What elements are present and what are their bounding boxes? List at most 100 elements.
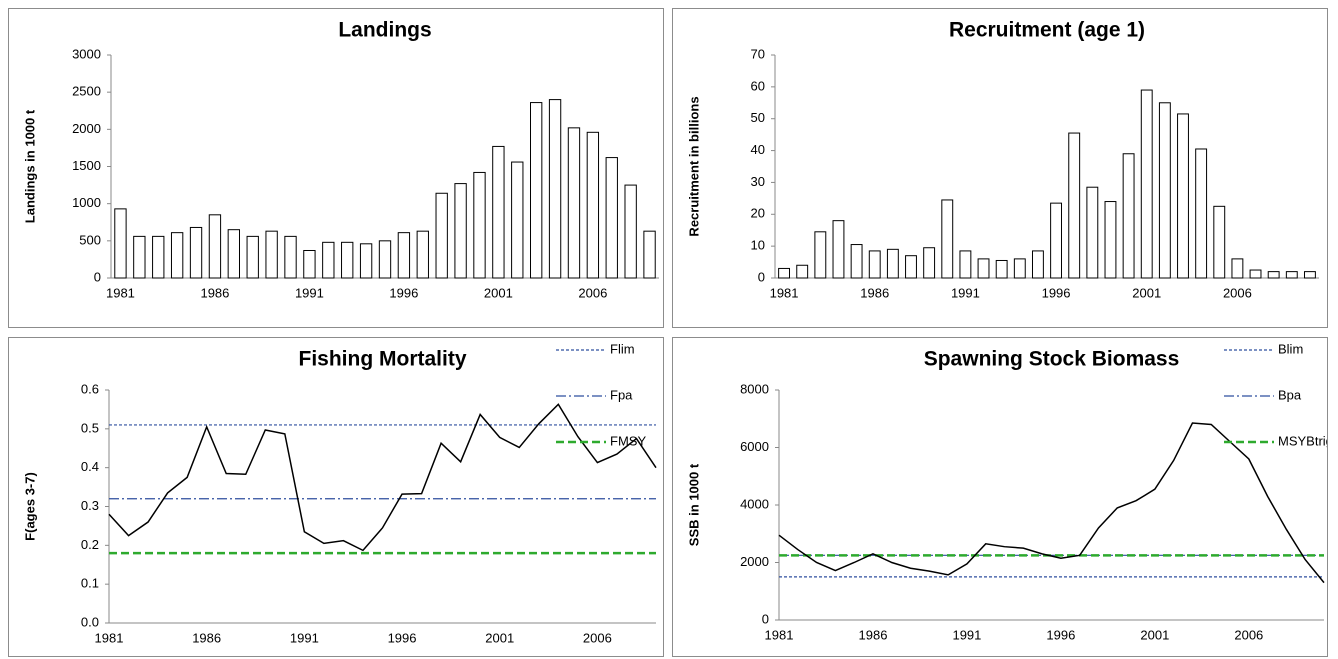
y-tick-label: 2500 (72, 84, 101, 99)
y-tick-label: 2000 (72, 121, 101, 136)
y-tick-label: 1500 (72, 158, 101, 173)
bar (492, 145, 505, 279)
x-tick-label: 2006 (1234, 627, 1263, 642)
bar (341, 241, 354, 279)
bar (548, 99, 562, 279)
bar (1068, 132, 1081, 279)
bar (586, 131, 600, 279)
x-tick-label: 1981 (765, 627, 794, 642)
bar (643, 230, 656, 279)
bar (284, 235, 297, 279)
bar (1122, 153, 1135, 279)
x-tick-label: 1986 (200, 285, 229, 300)
legend-label: Fpa (610, 387, 633, 402)
bar (378, 240, 392, 279)
bar (473, 171, 486, 279)
y-tick-label: 20 (751, 206, 765, 221)
y-tick-label: 2000 (740, 554, 769, 569)
bar (397, 232, 411, 279)
chart-title: Spawning Stock Biomass (924, 348, 1180, 371)
bar (530, 102, 543, 279)
y-tick-label: 8000 (740, 381, 769, 396)
bar (416, 230, 429, 279)
y-tick-label: 0.3 (81, 498, 99, 513)
bar (923, 247, 936, 279)
x-tick-label: 1981 (106, 285, 135, 300)
y-tick-label: 50 (751, 110, 765, 125)
bar (152, 235, 165, 279)
y-tick-label: 10 (751, 238, 765, 253)
x-tick-label: 2006 (1223, 285, 1252, 300)
bar (1267, 271, 1280, 279)
x-tick-label: 1996 (1046, 627, 1075, 642)
bar (1158, 102, 1171, 279)
bar (246, 235, 259, 279)
x-tick-label: 1981 (95, 630, 124, 645)
bar (1086, 186, 1099, 279)
chart-panel: Recruitment (age 1) Recruitment in billio… (672, 8, 1328, 328)
bar (778, 267, 791, 279)
y-tick-label: 0.2 (81, 537, 99, 552)
y-tick-label: 0.6 (81, 381, 99, 396)
y-axis-label: F(ages 3-7) (22, 472, 37, 541)
bar (959, 250, 972, 279)
y-tick-label: 3000 (72, 46, 101, 61)
x-tick-label: 1986 (860, 285, 889, 300)
y-tick-label: 0.4 (81, 459, 99, 474)
x-tick-label: 1986 (192, 630, 221, 645)
x-tick-label: 2001 (485, 630, 514, 645)
bar (832, 220, 845, 279)
bar (114, 208, 127, 279)
x-tick-label: 1996 (388, 630, 417, 645)
y-tick-label: 40 (751, 142, 765, 157)
bar (322, 241, 335, 279)
bar (850, 244, 863, 279)
y-tick-label: 4000 (740, 496, 769, 511)
bar (1213, 205, 1226, 279)
data-line (778, 422, 1325, 584)
y-tick-label: 70 (751, 46, 765, 61)
chart-title: Recruitment (age 1) (949, 19, 1145, 42)
bar (567, 127, 581, 279)
chart-panel: Landings Landings in 1000 t 0 500 1000 1500 20… (8, 8, 664, 328)
legend-label: Bpa (1278, 387, 1302, 402)
x-tick-label: 2001 (1140, 627, 1169, 642)
bar (454, 183, 467, 279)
x-tick-label: 1991 (951, 285, 980, 300)
legend-label: FMSY (610, 433, 646, 448)
bar (1013, 258, 1026, 279)
bar (227, 229, 240, 279)
bar (814, 231, 827, 279)
bar (133, 235, 146, 279)
y-tick-label: 0 (94, 269, 101, 284)
y-axis-label: Landings in 1000 t (22, 109, 37, 223)
x-tick-label: 1981 (770, 285, 799, 300)
bar (435, 192, 448, 279)
y-tick-label: 500 (79, 232, 101, 247)
bar (189, 226, 203, 279)
x-tick-label: 1991 (290, 630, 319, 645)
y-tick-label: 0 (762, 611, 769, 626)
bar (359, 243, 373, 279)
bar (1140, 89, 1153, 279)
bar (170, 232, 184, 279)
bar (624, 184, 637, 279)
bar (208, 214, 222, 279)
bar (1285, 271, 1298, 279)
y-tick-label: 0.0 (81, 614, 99, 629)
y-tick-label: 6000 (740, 439, 769, 454)
bar (868, 250, 881, 279)
y-tick-label: 0 (758, 269, 765, 284)
bar (1050, 202, 1063, 279)
bar (905, 255, 917, 279)
x-tick-label: 2001 (1132, 285, 1161, 300)
x-tick-label: 1986 (859, 627, 888, 642)
bar (511, 161, 524, 279)
bar (1303, 271, 1316, 279)
bar (977, 258, 990, 279)
y-tick-label: 0.1 (81, 576, 99, 591)
bar (1231, 258, 1244, 279)
bar (1177, 113, 1189, 279)
bar (941, 199, 954, 279)
